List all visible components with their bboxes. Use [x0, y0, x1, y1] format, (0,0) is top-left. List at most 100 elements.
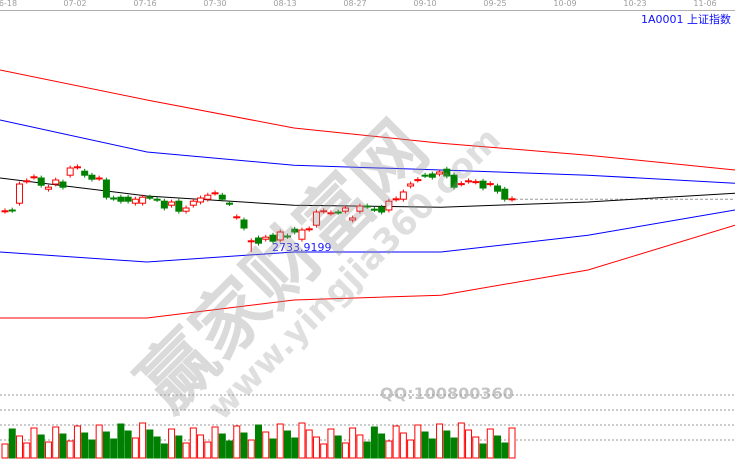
volume-bar: [356, 434, 364, 459]
volume-bar: [298, 422, 306, 459]
candle-body: [486, 183, 494, 186]
date-tick: 07-02: [63, 0, 87, 8]
volume-bar: [189, 427, 197, 459]
candle-body: [124, 196, 132, 202]
candle-body: [218, 194, 226, 200]
candle-body: [1, 210, 9, 213]
volume-bar: [117, 423, 125, 459]
volume-bar: [349, 427, 357, 459]
candle-body: [443, 168, 451, 177]
candle-body: [465, 180, 473, 183]
date-tick: 11-06: [693, 0, 717, 8]
candle-body: [95, 177, 103, 180]
candle-body: [182, 207, 190, 212]
candle-body: [312, 211, 320, 226]
candle-body: [168, 201, 176, 206]
volume-bar: [450, 437, 458, 459]
candle-body: [15, 183, 23, 204]
instrument-label: 1A0001 上证指数: [640, 13, 731, 26]
candle-body: [8, 209, 16, 212]
date-axis: 6-18 07-02 07-16 07-30 08-13 08-27 09-10 09-25 1…: [0, 0, 735, 11]
volume-bar: [320, 443, 328, 459]
volume-bar: [15, 435, 23, 459]
volume-bar: [37, 434, 45, 459]
candle-body: [66, 167, 74, 176]
candle-body: [30, 176, 38, 179]
candle-body: [175, 200, 183, 212]
volume-bar: [110, 438, 118, 459]
volume-bar: [283, 430, 291, 459]
candle-body: [356, 205, 364, 212]
volume-bar: [175, 435, 183, 459]
volume-bar: [428, 438, 436, 459]
candle-body: [392, 198, 400, 201]
volume-bar: [168, 428, 176, 459]
date-tick: 09-25: [483, 0, 507, 8]
candle-body: [320, 210, 328, 213]
volume-bar: [399, 432, 407, 459]
volume-bar: [501, 442, 509, 459]
candle-body: [262, 236, 270, 240]
volume-bar: [160, 443, 168, 459]
volume-bar: [139, 422, 147, 459]
watermark-qq: QQ:100800360: [380, 384, 514, 403]
volume-bar: [95, 424, 103, 459]
volume-bar: [197, 434, 205, 459]
volume-bar: [341, 442, 349, 459]
date-tick: 07-16: [133, 0, 157, 8]
volume-bar: [392, 425, 400, 459]
candle-body: [211, 192, 219, 195]
candle-body: [479, 180, 487, 189]
candle-body: [291, 228, 299, 233]
candle-body: [385, 200, 393, 211]
date-tick: 10-23: [623, 0, 647, 8]
volume-bar: [146, 429, 154, 459]
candle-body: [23, 180, 31, 183]
candle-body: [341, 207, 349, 212]
candle-body: [160, 200, 168, 209]
volume-bar: [327, 428, 335, 459]
volume-bar: [479, 443, 487, 459]
candle-body: [189, 200, 197, 206]
candle-body: [399, 191, 407, 200]
volume-bar: [436, 423, 444, 459]
candle-body: [255, 237, 262, 244]
volume-bar: [30, 427, 38, 459]
candle-body: [428, 173, 436, 178]
candle-body: [59, 181, 67, 188]
band-upper-inner: [0, 119, 735, 184]
candle-body: [153, 198, 161, 201]
volume-bar: [370, 426, 378, 459]
volume-bar: [407, 439, 415, 459]
candle-body: [298, 229, 306, 240]
candle-body: [204, 194, 212, 200]
candle-body: [247, 240, 255, 243]
volume-bar: [59, 433, 67, 459]
date-tick: 6-18: [0, 0, 18, 8]
band-upper-outer: [0, 69, 735, 171]
volume-bar: [211, 426, 219, 459]
volume-bar: [378, 433, 386, 459]
volume-bar: [218, 433, 226, 459]
volume-bar: [276, 423, 284, 459]
volume-bar: [363, 441, 371, 459]
volume-bar: [465, 429, 473, 459]
candle-body: [305, 228, 313, 231]
volume-bar: [153, 436, 161, 459]
volume-bar: [385, 440, 393, 459]
volume-bar: [8, 428, 16, 459]
candle-body: [117, 196, 125, 202]
volume-bar: [88, 439, 96, 459]
candle-body: [508, 198, 516, 201]
candle-body: [52, 179, 60, 185]
candle-body: [44, 186, 52, 190]
candle-body: [363, 205, 371, 208]
low-price-label: 2733.9199: [272, 241, 332, 254]
candle-body: [472, 181, 480, 184]
volume-bar: [124, 430, 132, 459]
candle-body: [407, 183, 415, 187]
volume-bar: [255, 424, 262, 459]
candle-body: [88, 174, 96, 180]
